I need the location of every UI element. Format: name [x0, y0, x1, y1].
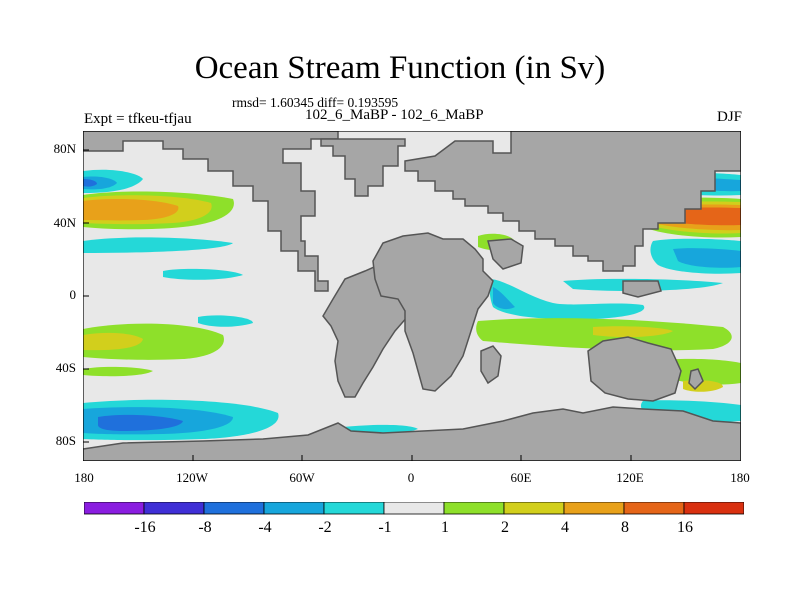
y-tick-label: 40N	[53, 215, 76, 230]
colorbar-label: -2	[318, 519, 332, 536]
new-zealand	[688, 368, 704, 391]
x-tick-label: 60E	[510, 470, 532, 485]
experiment-label: Expt = tfkeu-tfjau	[84, 111, 192, 127]
colorbar-swatch	[443, 502, 505, 515]
contour-region	[673, 248, 741, 268]
colorbar-swatch	[563, 502, 625, 515]
colorbar-label: 16	[677, 519, 693, 536]
colorbar-swatch	[143, 502, 205, 515]
colorbar-swatch	[323, 502, 385, 515]
plot-title: Ocean Stream Function (in Sv)	[194, 50, 606, 86]
contour-region	[198, 315, 253, 327]
colorbar-swatch	[503, 502, 565, 515]
x-tick-label: 180	[74, 470, 94, 485]
greenland	[320, 138, 406, 197]
x-tick-label: 0	[407, 470, 415, 485]
colorbar-label: -8	[198, 519, 212, 536]
season-label: DJF	[716, 109, 742, 125]
y-tick-label: 80N	[53, 141, 76, 156]
y-tick-label: 40S	[55, 360, 76, 375]
x-tick-label: 180	[730, 470, 750, 485]
contour-region	[163, 268, 243, 280]
y-tick-label: 0	[69, 287, 77, 302]
colorbar-swatch	[263, 502, 325, 515]
colorbar-label: 2	[501, 519, 509, 536]
colorbar-label: -16	[134, 519, 156, 536]
stats-text: rmsd= 1.60345 diff= 0.193595	[232, 95, 399, 110]
europe-asia	[404, 131, 741, 272]
colorbar-swatch	[683, 502, 744, 515]
colorbar	[84, 502, 744, 515]
contour-region	[98, 414, 183, 431]
contour-region	[493, 287, 515, 310]
north-america	[83, 131, 339, 292]
contour-region	[83, 179, 97, 187]
contour-region	[83, 323, 224, 360]
antarctica	[83, 406, 741, 461]
colorbar-swatch	[383, 502, 445, 515]
colorbar-label: -1	[378, 519, 392, 536]
contour-region	[83, 366, 153, 377]
x-tick-label: 60W	[289, 470, 315, 485]
arabia	[487, 238, 524, 270]
x-tick-label: 120E	[616, 470, 644, 485]
madagascar	[480, 345, 502, 385]
africa	[372, 232, 494, 392]
contour-region	[489, 279, 645, 320]
indonesia	[622, 280, 662, 298]
y-tick-label: 80S	[55, 433, 76, 448]
australia	[587, 336, 682, 402]
contour-region	[83, 198, 179, 221]
colorbar-swatch	[84, 502, 145, 515]
axis-ticks	[83, 149, 632, 461]
land-masses	[83, 131, 741, 461]
stream-function-map	[83, 131, 741, 461]
period-label: 102_6_MaBP - 102_6_MaBP	[305, 107, 484, 123]
colorbar-swatch	[623, 502, 685, 515]
colorbar-label: -4	[258, 519, 272, 536]
contour-region	[83, 332, 143, 351]
colorbar-label: 8	[621, 519, 629, 536]
colorbar-label: 1	[441, 519, 449, 536]
x-tick-label: 120W	[176, 470, 208, 485]
colorbar-label: 4	[561, 519, 569, 536]
contour-region	[83, 237, 233, 253]
colorbar-swatch	[203, 502, 265, 515]
contour-region	[593, 326, 673, 338]
